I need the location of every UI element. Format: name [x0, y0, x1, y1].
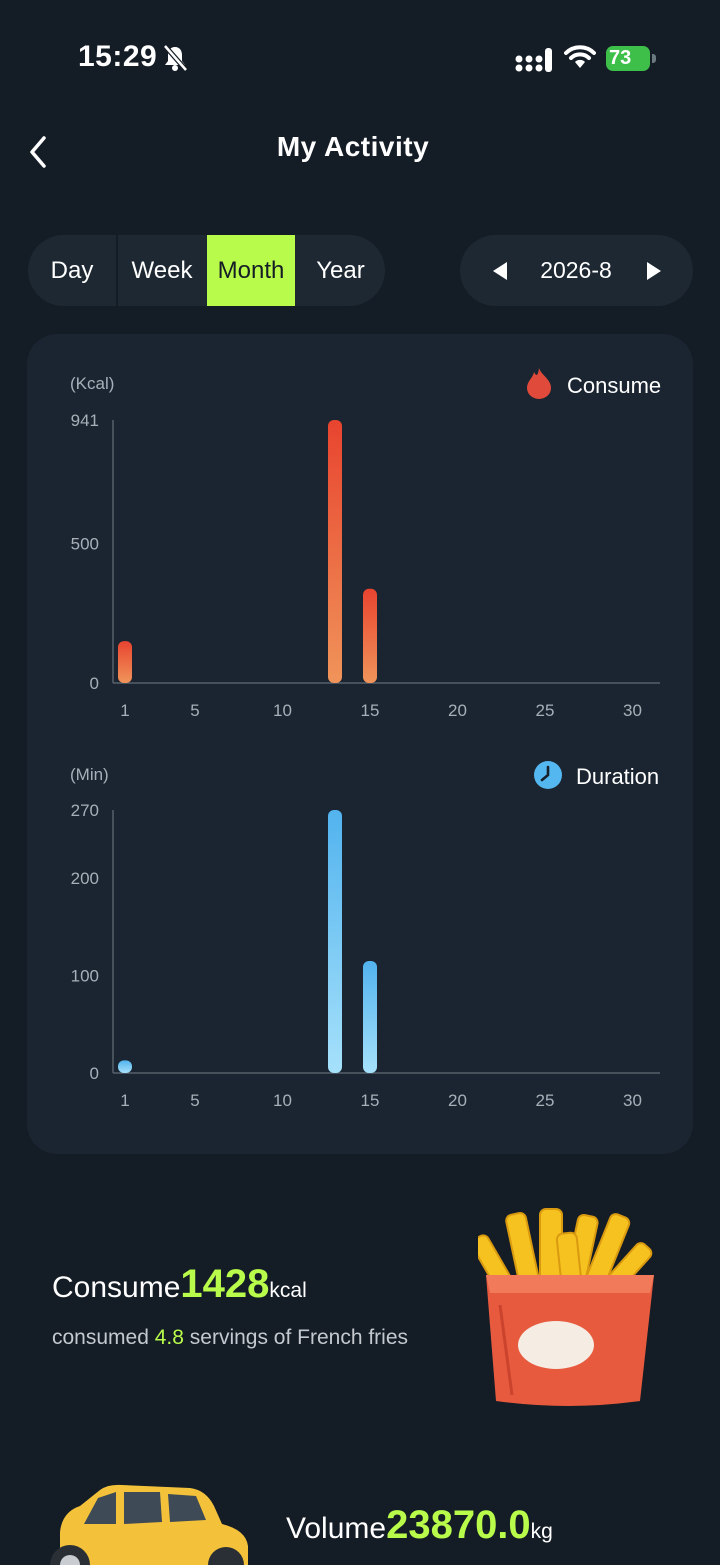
car-image [50, 1484, 248, 1565]
signal-icon [515, 48, 552, 72]
period-segmented-control: Day Week Month Year [28, 235, 385, 306]
next-month-arrow-icon[interactable] [647, 262, 661, 280]
bell-slash-icon [163, 44, 188, 72]
status-time: 15:29 [78, 40, 158, 73]
consume-y-tick-label: 941 [71, 411, 99, 430]
consume-x-tick-label: 20 [448, 701, 467, 720]
consume-x-tick-label: 5 [190, 701, 199, 720]
consume-summary-label: Consume [52, 1271, 181, 1304]
servings-value: 4.8 [154, 1326, 184, 1349]
volume-summary: Volume23870.0kg [286, 1503, 553, 1548]
consume-total-value: 1428 [180, 1262, 270, 1306]
duration-x-tick-label: 15 [361, 1091, 380, 1110]
duration-x-tick-label: 30 [623, 1091, 642, 1110]
consume-summary: Consume1428kcal [52, 1262, 307, 1307]
tab-year[interactable]: Year [316, 257, 365, 284]
duration-bar-day-13 [328, 810, 342, 1073]
duration-x-tick-label: 25 [536, 1091, 555, 1110]
tab-week[interactable]: Week [131, 257, 193, 284]
servings-suffix: servings of French fries [183, 1326, 409, 1349]
duration-bar-day-1 [118, 1060, 132, 1073]
consume-x-tick-label: 15 [361, 701, 380, 720]
servings-prefix: consumed [52, 1326, 155, 1349]
volume-total-unit: kg [530, 1520, 553, 1543]
page-title: My Activity [276, 131, 430, 162]
consume-x-tick-label: 1 [120, 701, 129, 720]
tab-day[interactable]: Day [50, 257, 94, 284]
volume-summary-label: Volume [286, 1512, 387, 1545]
duration-x-tick-label: 5 [190, 1091, 199, 1110]
tab-month[interactable]: Month [207, 235, 295, 306]
duration-y-tick-label: 270 [71, 801, 99, 820]
duration-unit-label: (Min) [70, 765, 109, 784]
consume-x-tick-label: 10 [273, 701, 292, 720]
french-fries-image [478, 1208, 654, 1406]
duration-bar-day-15 [363, 960, 377, 1073]
consume-legend-label: Consume [567, 373, 662, 398]
clock-icon [534, 761, 562, 789]
flame-icon [527, 368, 551, 399]
battery-level: 73 [609, 47, 632, 69]
duration-y-tick-label: 100 [71, 967, 99, 986]
date-label: 2026-8 [540, 257, 612, 283]
volume-total-value: 23870.0 [386, 1503, 531, 1547]
duration-x-tick-label: 20 [448, 1091, 467, 1110]
consume-bar-day-13 [328, 420, 342, 683]
consume-y-tick-label: 0 [90, 674, 99, 693]
duration-y-tick-label: 0 [90, 1064, 99, 1083]
consume-total-unit: kcal [269, 1279, 307, 1302]
wifi-icon [564, 45, 596, 68]
consume-x-tick-label: 30 [623, 701, 642, 720]
duration-x-tick-label: 1 [120, 1091, 129, 1110]
previous-month-arrow-icon[interactable] [493, 262, 507, 280]
back-chevron-icon[interactable] [24, 134, 54, 170]
duration-x-tick-label: 10 [273, 1091, 292, 1110]
charts-card [27, 334, 693, 1154]
consume-y-tick-label: 500 [71, 534, 99, 553]
servings-text: consumed 4.8 servings of French fries [52, 1326, 408, 1350]
consume-bar-day-1 [118, 641, 132, 683]
consume-bar-day-15 [363, 588, 377, 683]
consume-unit-label: (Kcal) [70, 374, 115, 393]
consume-x-tick-label: 25 [536, 701, 555, 720]
duration-y-tick-label: 200 [71, 869, 99, 888]
battery-icon: 73 [606, 46, 656, 71]
duration-legend-label: Duration [576, 764, 660, 789]
